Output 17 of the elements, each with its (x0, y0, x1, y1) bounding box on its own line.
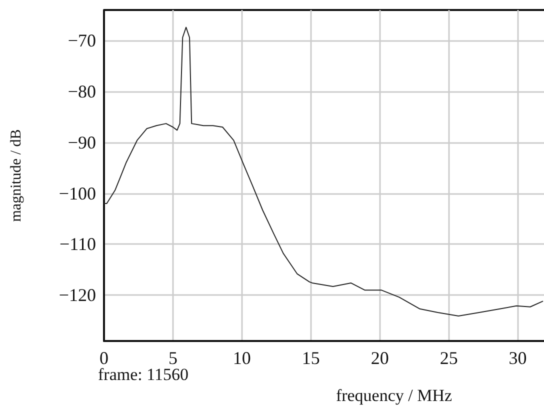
y-tick-label: −90 (68, 132, 96, 152)
x-tick-label: 0 (100, 348, 108, 368)
x-tick-label: 30 (508, 348, 527, 368)
y-tick-label: −120 (58, 285, 96, 306)
y-tick-label: −100 (58, 183, 96, 204)
x-tick-label: 25 (440, 348, 458, 368)
x-axis-title: frequency / MHz (336, 386, 453, 405)
y-tick-label: −80 (68, 81, 96, 102)
y-tick-label: −110 (60, 234, 96, 254)
y-axis-title: magnitude / dB (8, 129, 24, 222)
line-series (104, 26, 544, 317)
x-tick-label: 15 (302, 348, 320, 368)
x-tick-label: 5 (168, 348, 178, 368)
x-tick-label: 10 (232, 348, 251, 368)
x-tick-label: 20 (370, 348, 389, 368)
text: frame: 11560 (98, 365, 188, 384)
y-tick-label: −70 (68, 30, 96, 51)
